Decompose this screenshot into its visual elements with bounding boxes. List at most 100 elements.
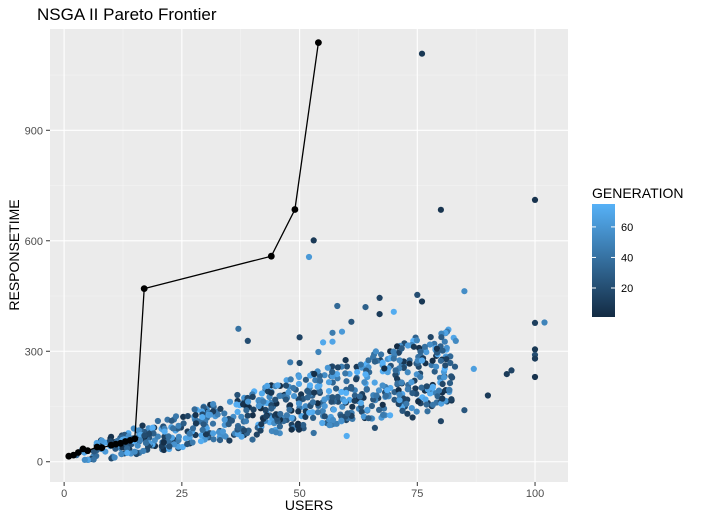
scatter-point [362,304,369,311]
scatter-point [445,386,453,393]
scatter-point [160,439,167,446]
scatter-point [372,348,379,355]
scatter-point [378,351,385,358]
scatter-point [142,440,150,447]
scatter-point [306,382,314,389]
scatter-point [111,454,118,461]
scatter-point [379,359,386,366]
scatter-point [423,383,430,390]
scatter-point [139,422,146,429]
scatter-point [391,396,398,403]
scatter-point [260,398,267,405]
scatter-point [384,387,391,394]
y-axis: 0 300 600 900 [25,125,50,469]
scatter-point [461,407,468,414]
scatter-point [531,196,539,203]
scatter-point [338,328,346,335]
scatter-point [210,430,217,437]
scatter-point [451,363,459,370]
scatter-point [321,413,328,420]
scatter-point [351,397,358,404]
scatter-point [137,437,144,444]
scatter-point [349,403,356,410]
scatter-point [357,361,364,368]
scatter-point [484,392,491,399]
scatter-point [276,423,283,430]
scatter-point [447,359,454,367]
pareto-front-point [267,252,275,260]
scatter-point [81,456,88,463]
scatter-point [149,424,156,431]
scatter-point [342,398,349,405]
scatter-point [249,436,256,443]
scatter-point [365,357,372,364]
scatter-point [210,401,217,408]
scatter-point [250,406,257,413]
y-tick-label: 0 [37,457,43,469]
pareto-front [65,39,322,460]
scatter-point [258,421,265,428]
scatter-point [418,384,425,391]
scatter-point [221,410,228,417]
scatter-point [334,364,341,371]
scatter-point [418,50,426,57]
scatter-point [216,437,224,444]
scatter-point [400,364,407,371]
scatter-point [441,374,448,381]
scatter-point [422,396,429,403]
scatter-point [277,410,284,418]
scatter-point [166,443,173,450]
scatter-point [180,413,187,420]
scatter-point [319,419,326,427]
scatter-point [310,429,317,437]
scatter-point [184,413,191,420]
scatter-point [324,364,331,371]
scatter-point [333,420,340,427]
scatter-point [286,406,293,413]
scatter-point [461,288,468,295]
scatter-point [314,409,322,416]
scatter-point [373,392,380,399]
scatter-point [235,424,242,431]
scatter-point [202,431,210,438]
scatter-point [171,441,178,448]
scatter-point [221,416,228,423]
scatter-point [193,420,200,427]
scatter-point [409,414,416,421]
scatter-point [398,379,405,386]
chart-title: NSGA II Pareto Frontier [37,5,217,24]
scatter-point [433,345,440,352]
scatter-point [421,343,428,350]
scatter-point [249,412,256,419]
scatter-point [243,407,250,414]
scatter-point [410,343,417,350]
scatter-point [290,384,297,392]
scatter-point [392,367,399,374]
scatter-point [406,360,413,367]
scatter-point [141,432,148,439]
scatter-point [404,410,411,417]
scatter-point [288,414,295,422]
scatter-point [531,373,539,381]
scatter-point [263,413,270,420]
scatter-point [282,382,290,389]
scatter-point [249,393,256,400]
x-axis: 0 25 50 75 100 [61,482,544,500]
scatter-point [234,408,241,415]
scatter-point [429,401,436,408]
scatter-point [417,373,424,381]
scatter-point [343,363,350,370]
scatter-point [329,416,337,423]
scatter-point [124,449,131,456]
scatter-point [241,427,248,434]
scatter-point [191,406,198,413]
scatter-point [412,385,419,392]
scatter-point [238,413,245,420]
legend-tick-label: 60 [621,222,633,234]
scatter-point [365,415,372,422]
scatter-point [304,394,311,401]
scatter-point [161,428,168,435]
scatter-point [258,390,265,397]
scatter-point [343,432,350,440]
scatter-point [396,357,403,364]
